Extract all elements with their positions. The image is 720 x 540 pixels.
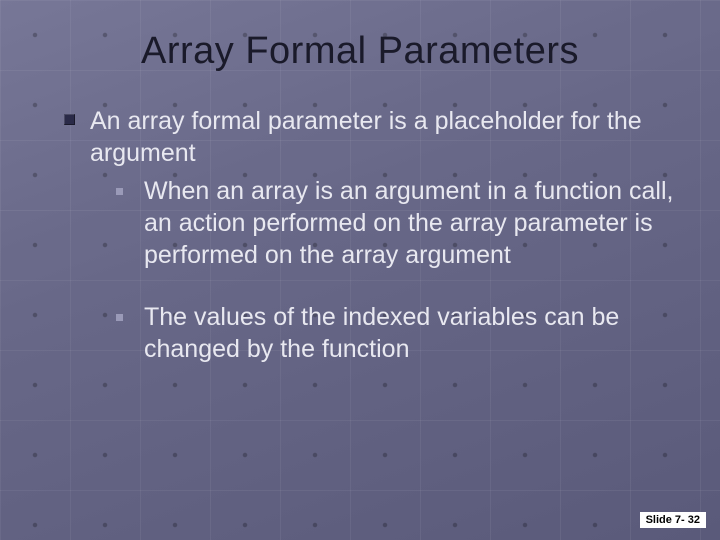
slide-number-footer: Slide 7- 32	[640, 512, 706, 528]
sub-bullet-text: The values of the indexed variables can …	[144, 303, 619, 363]
small-square-bullet-icon	[116, 314, 123, 321]
sub-bullet-list: When an array is an argument in a functi…	[64, 175, 680, 365]
sub-bullet-text: When an array is an argument in a functi…	[144, 177, 673, 269]
sub-bullet-item: The values of the indexed variables can …	[116, 301, 680, 365]
main-bullet-text: An array formal parameter is a placehold…	[90, 107, 642, 167]
main-bullet-item: An array formal parameter is a placehold…	[64, 105, 680, 169]
slide-title: Array Formal Parameters	[40, 30, 680, 73]
square-bullet-icon	[64, 114, 75, 125]
small-square-bullet-icon	[116, 188, 123, 195]
slide-body: An array formal parameter is a placehold…	[40, 105, 680, 365]
sub-bullet-item: When an array is an argument in a functi…	[116, 175, 680, 271]
slide-container: Array Formal Parameters An array formal …	[0, 0, 720, 540]
